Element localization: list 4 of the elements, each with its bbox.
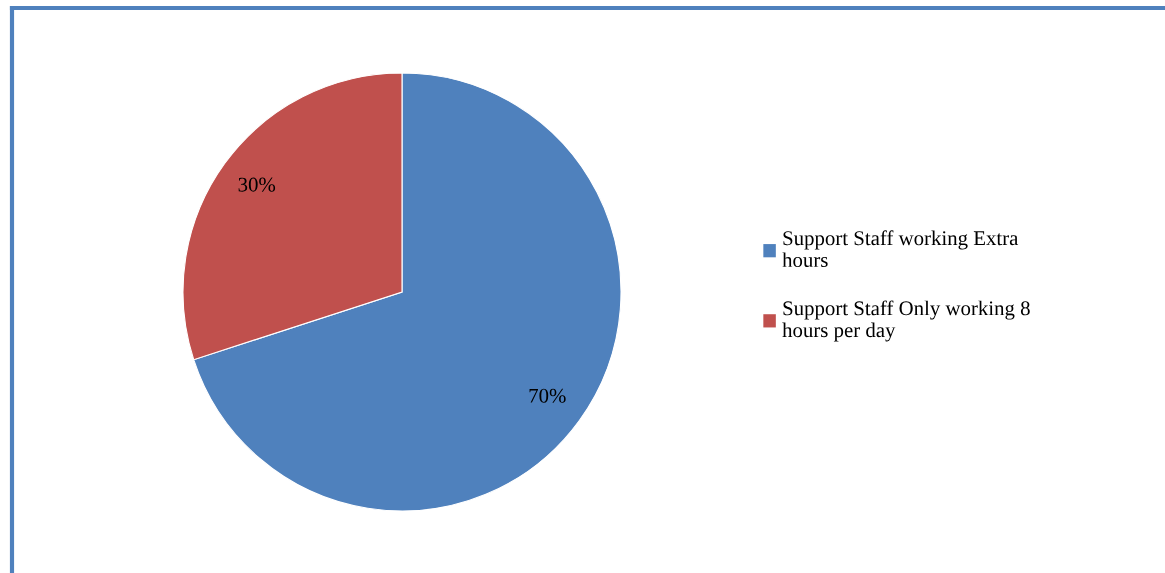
data-label: 30% <box>238 177 276 192</box>
legend-label: Support Staff Only working 8 hours per day <box>782 300 1030 342</box>
data-label: 70% <box>529 388 566 403</box>
legend-label: Support Staff working Extra hours <box>782 230 1019 268</box>
